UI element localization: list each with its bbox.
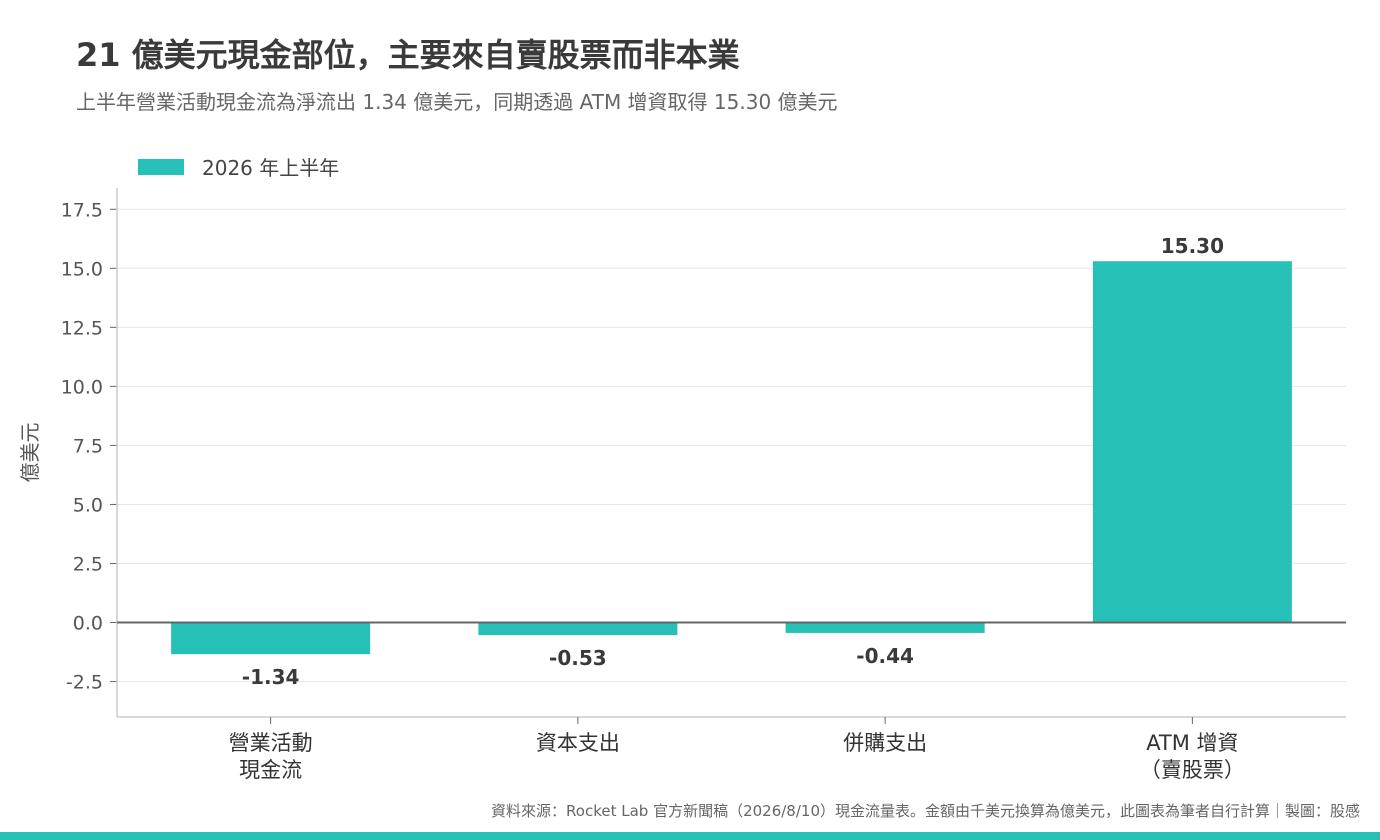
data-label: -0.44 [856,644,914,668]
bar-chart: -2.5 0.0 2.5 5.0 7.5 10.0 12.5 15.0 17.5 億美元 -1.34… [18,188,1346,782]
y-tick-label: 10.0 [61,376,103,398]
x-tick-label: 併購支出 [843,731,927,755]
bar [785,622,985,633]
y-tick-label: 5.0 [73,494,103,516]
x-tick-label: 現金流 [239,758,302,782]
legend-label: 2026 年上半年 [202,156,340,180]
bar [478,622,678,636]
chart-title: 21 億美元現金部位，主要來自賣股票而非本業 [76,36,740,74]
chart-subtitle: 上半年營業活動現金流為淨流出 1.34 億美元，同期透過 ATM 增資取得 15… [76,90,838,114]
y-tick-label: -2.5 [66,672,103,694]
y-tick-label: 12.5 [61,317,103,339]
data-label: -0.53 [549,646,607,670]
source-note: 資料來源：Rocket Lab 官方新聞稿（2026/8/10）現金流量表。金額… [491,802,1360,820]
bottom-accent-band [0,832,1380,840]
data-label: -1.34 [242,665,300,689]
x-tick-label: （賣股票） [1140,758,1245,782]
y-tick-label: 0.0 [73,613,103,635]
bar [171,622,371,655]
y-axis-label: 億美元 [18,423,42,483]
y-tick-label: 17.5 [61,199,103,221]
x-tick-label: 資本支出 [536,731,620,755]
y-tick-label: 7.5 [73,435,103,457]
legend-swatch [138,158,184,175]
x-tick-label: ATM 增資 [1146,731,1238,755]
legend: 2026 年上半年 [138,152,339,181]
x-tick-label: 營業活動 [229,731,313,755]
data-label: 15.30 [1161,234,1224,258]
y-tick-label: 15.0 [61,258,103,280]
y-tick-label: 2.5 [73,553,103,575]
bar [1092,261,1292,623]
